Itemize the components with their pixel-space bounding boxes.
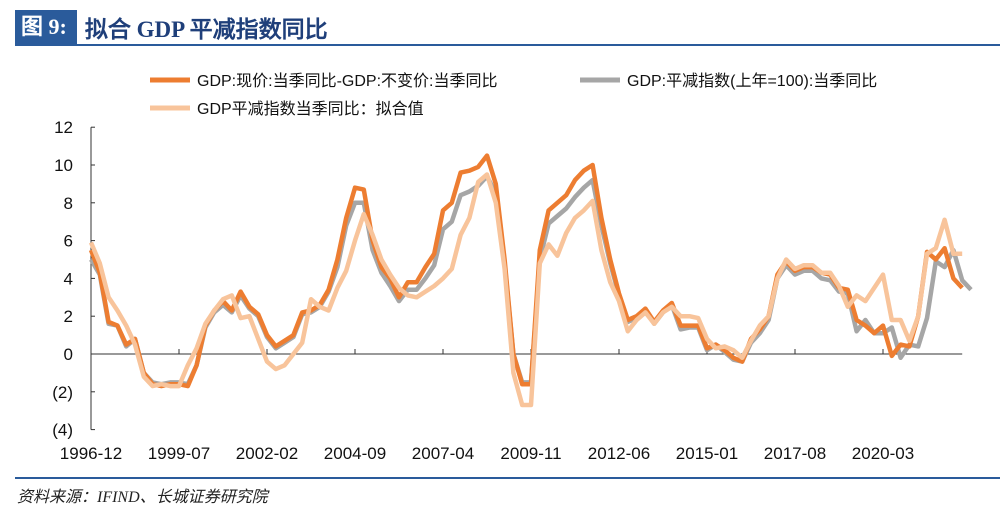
figure-header: 图 9: 拟合 GDP 平减指数同比 [15, 10, 328, 44]
x-tick-label: 2002-02 [236, 444, 298, 463]
source-note: 资料来源：IFIND、长城证券研究院 [17, 489, 268, 506]
y-tick-label: 10 [54, 156, 73, 175]
x-tick-label: 2007-04 [412, 444, 474, 463]
header-divider [15, 44, 1000, 46]
y-tick-label: 0 [64, 345, 73, 364]
y-tick-label: 4 [64, 269, 73, 288]
y-tick-label: (4) [52, 421, 73, 440]
x-tick-label: 2017-08 [764, 444, 826, 463]
x-tick-label: 2020-03 [852, 444, 914, 463]
x-tick-label: 1999-07 [148, 444, 210, 463]
figure-label: 图 9: [15, 10, 77, 44]
x-tick-label: 2004-09 [324, 444, 386, 463]
axes: 12 10 8 6 4 2 0 (2) (4) 1996-12 1999-07 2002-02 2004… [52, 118, 963, 463]
x-tick-label: 2012-06 [588, 444, 650, 463]
series-line-3 [88, 172, 963, 408]
x-tick-label: 2009-11 [500, 444, 561, 463]
legend-label-1: GDP:现价:当季同比-GDP:不变价:当季同比 [197, 72, 497, 90]
y-tick-label: 12 [54, 118, 73, 137]
legend-label-2: GDP:平减指数(上年=100):当季同比 [627, 72, 877, 90]
y-tick-label: 2 [64, 307, 73, 326]
y-tick-label: 8 [64, 194, 73, 213]
series-line-1 [88, 153, 964, 389]
x-tick-label: 2015-01 [676, 444, 738, 463]
x-tick-label: 1996-12 [60, 444, 122, 463]
legend-label-3: GDP平减指数当季同比：拟合值 [197, 100, 424, 118]
series-lines [88, 153, 973, 408]
figure-title: 拟合 GDP 平减指数同比 [84, 17, 328, 42]
footer-divider [15, 477, 1000, 479]
y-tick-label: (2) [52, 383, 73, 402]
y-tick-label: 6 [64, 232, 73, 251]
legend: GDP:现价:当季同比-GDP:不变价:当季同比 GDP:平减指数(上年=100)… [150, 72, 877, 118]
